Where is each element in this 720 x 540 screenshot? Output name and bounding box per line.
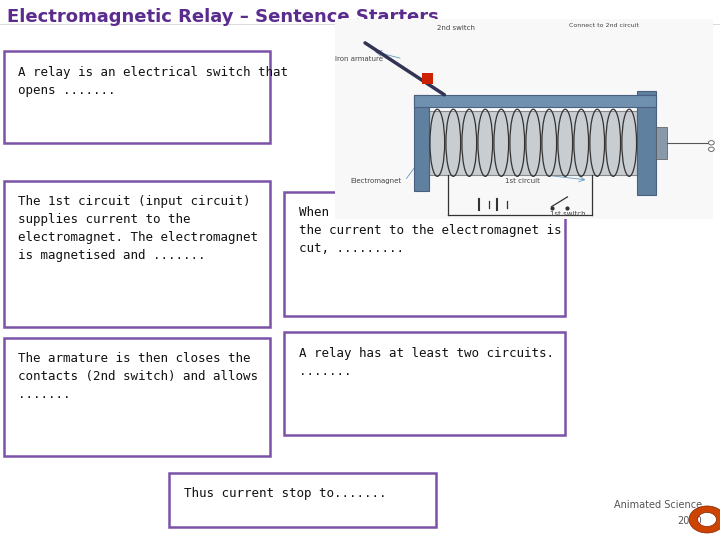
Circle shape <box>708 147 714 151</box>
Text: 2020: 2020 <box>678 516 702 526</box>
Bar <box>429 111 637 175</box>
Text: Electromagnet: Electromagnet <box>350 178 401 184</box>
Text: 1st circuit: 1st circuit <box>505 178 540 184</box>
Text: Iron armature: Iron armature <box>335 56 383 62</box>
FancyBboxPatch shape <box>4 181 270 327</box>
Bar <box>335 19 713 219</box>
Bar <box>414 95 429 191</box>
Bar <box>637 91 656 195</box>
Text: Animated Science: Animated Science <box>614 500 702 510</box>
Text: 1st switch: 1st switch <box>550 211 586 217</box>
Text: Connect to 2nd circuit: Connect to 2nd circuit <box>569 23 639 28</box>
Text: When the 1st switch is open again,
the current to the electromagnet is
cut, ....: When the 1st switch is open again, the c… <box>299 206 562 255</box>
Text: Thus current stop to.......: Thus current stop to....... <box>184 487 386 500</box>
Text: 2nd switch: 2nd switch <box>437 25 475 31</box>
Text: The 1st circuit (input circuit)
supplies current to the
electromagnet. The elect: The 1st circuit (input circuit) supplies… <box>18 195 258 262</box>
Wedge shape <box>689 506 720 533</box>
Text: The armature is then closes the
contacts (2nd switch) and allows
.......: The armature is then closes the contacts… <box>18 352 258 401</box>
Text: A relay has at least two circuits.
.......: A relay has at least two circuits. .....… <box>299 347 554 377</box>
Text: A relay is an electrical switch that
opens .......: A relay is an electrical switch that ope… <box>18 66 288 97</box>
FancyBboxPatch shape <box>4 51 270 143</box>
FancyBboxPatch shape <box>4 338 270 456</box>
Bar <box>656 127 667 159</box>
Bar <box>414 95 656 107</box>
FancyBboxPatch shape <box>284 332 565 435</box>
Text: Electromagnetic Relay – Sentence Starters: Electromagnetic Relay – Sentence Starter… <box>7 8 439 26</box>
Circle shape <box>708 140 714 145</box>
FancyBboxPatch shape <box>169 472 436 526</box>
FancyBboxPatch shape <box>284 192 565 316</box>
Bar <box>422 73 433 84</box>
